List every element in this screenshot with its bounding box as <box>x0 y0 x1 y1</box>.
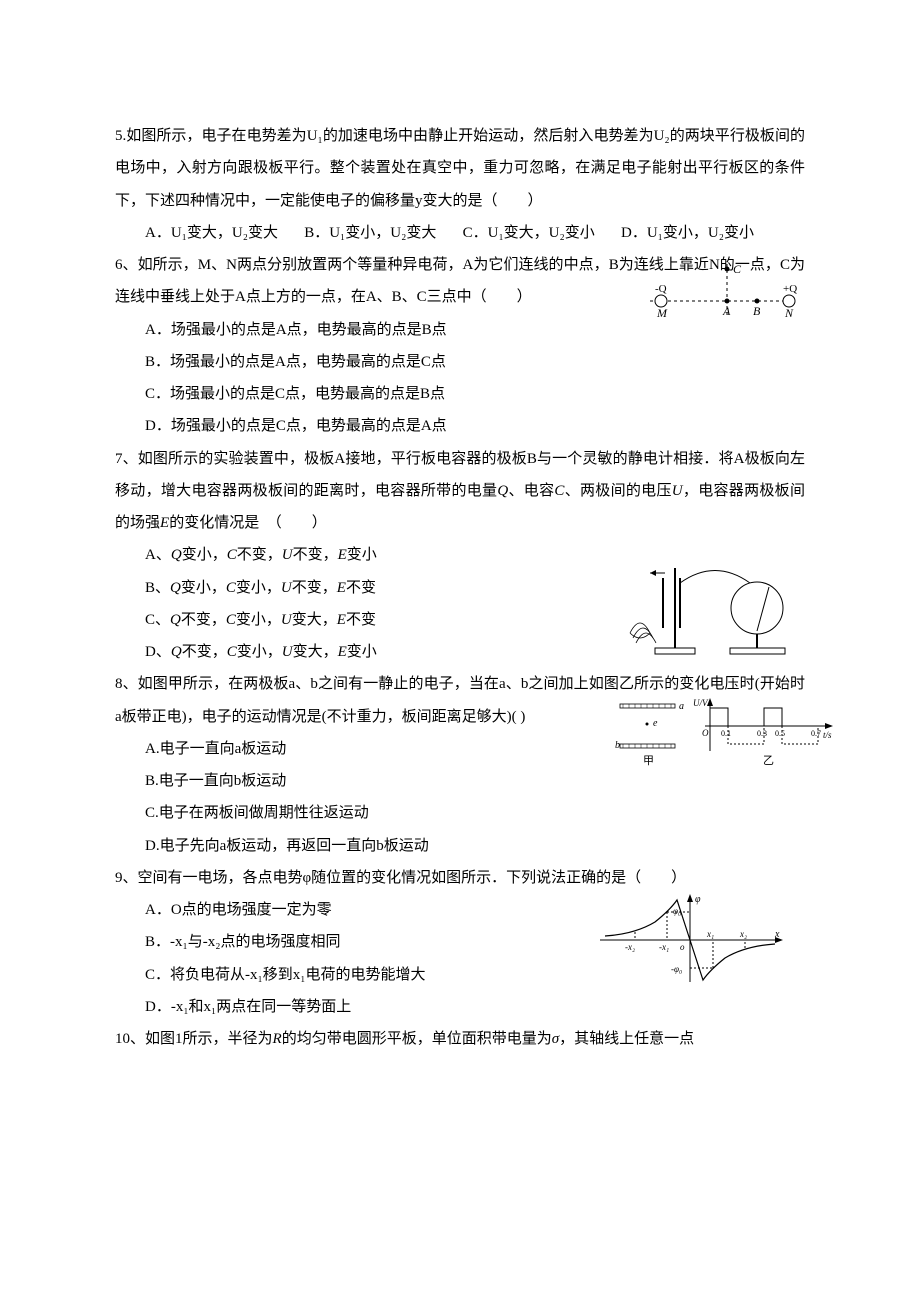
svg-text:0.7: 0.7 <box>811 729 821 738</box>
svg-text:乙: 乙 <box>763 754 774 767</box>
q7-stem: 7、如图所示的实验装置中，极板A接地，平行板电容器的极板B与一个灵敏的静电计相接… <box>115 443 805 540</box>
svg-text:M: M <box>656 306 668 320</box>
svg-text:b: b <box>615 740 620 751</box>
q9-svg: φ x o φ₀ -φ₀ -x₁ -x₂ x₁ x₂ <box>595 892 785 987</box>
q6-optC: C．场强最小的点是C点，电势最高的点是B点 <box>145 378 805 410</box>
svg-text:0.3: 0.3 <box>757 729 767 738</box>
q5-optD: D．U₁变小，U₂变小 <box>621 217 754 249</box>
q5-optC: C．U₁变大，U₂变小 <box>463 217 595 249</box>
svg-text:0.5: 0.5 <box>775 729 785 738</box>
q6-optB: B．场强最小的点是A点，电势最高的点是C点 <box>145 346 805 378</box>
svg-text:0.1: 0.1 <box>721 729 731 738</box>
svg-text:t/s: t/s <box>823 730 832 740</box>
svg-text:C: C <box>733 262 742 276</box>
q6-optD: D．场强最小的点是C点，电势最高的点是A点 <box>145 410 805 442</box>
svg-text:O: O <box>702 728 709 738</box>
svg-text:B: B <box>753 304 761 318</box>
q6-options: A．场强最小的点是A点，电势最高的点是B点 B．场强最小的点是A点，电势最高的点… <box>115 314 805 443</box>
question-6: -Q +Q M N A B C 6、如所示，M、N两点分别放置两个等量种异电荷，… <box>115 249 805 443</box>
svg-text:-x₂: -x₂ <box>625 942 635 952</box>
svg-text:φ: φ <box>695 894 701 905</box>
svg-text:φ₀: φ₀ <box>673 906 681 916</box>
svg-text:A: A <box>722 304 731 318</box>
question-8: a b e 甲 U/V t/s O 0.1 0.3 0.5 0.7 乙 8、如图… <box>115 668 805 862</box>
q5-options: A．U₁变大，U₂变大 B．U₁变小，U₂变大 C．U₁变大，U₂变小 D．U₁… <box>115 217 805 249</box>
q9-figure: φ x o φ₀ -φ₀ -x₁ -x₂ x₁ x₂ <box>595 892 785 987</box>
q8-optD: D.电子先向a板运动，再返回一直向b板运动 <box>145 830 805 862</box>
q6-svg: -Q +Q M N A B C <box>645 259 805 321</box>
q8-svg: a b e 甲 U/V t/s O 0.1 0.3 0.5 0.7 乙 <box>615 696 835 776</box>
q10-stem: 10、如图1所示，半径为R的均匀带电圆形平板，单位面积带电量为σ，其轴线上任意一… <box>115 1023 805 1055</box>
q6-figure: -Q +Q M N A B C <box>645 259 805 321</box>
q9-optD: D．-x₁和x₁两点在同一等势面上 <box>145 991 805 1023</box>
svg-text:N: N <box>784 306 794 320</box>
svg-text:U/V: U/V <box>693 698 709 708</box>
svg-text:-φ₀: -φ₀ <box>671 964 682 974</box>
q7-svg <box>625 553 805 658</box>
q5-stem: 5.如图所示，电子在电势差为U₁的加速电场中由静止开始运动，然后射入电势差为U₂… <box>115 120 805 217</box>
question-7: 7、如图所示的实验装置中，极板A接地，平行板电容器的极板B与一个灵敏的静电计相接… <box>115 443 805 669</box>
svg-text:e: e <box>653 718 658 729</box>
svg-text:甲: 甲 <box>643 755 654 767</box>
question-5: 5.如图所示，电子在电势差为U₁的加速电场中由静止开始运动，然后射入电势差为U₂… <box>115 120 805 249</box>
q5-optA: A．U₁变大，U₂变大 <box>145 217 278 249</box>
svg-text:x₂: x₂ <box>739 929 747 939</box>
svg-text:o: o <box>680 942 685 952</box>
q7-figure <box>625 553 805 658</box>
svg-text:x₁: x₁ <box>706 929 714 939</box>
svg-text:-Q: -Q <box>655 283 667 295</box>
q8-figure: a b e 甲 U/V t/s O 0.1 0.3 0.5 0.7 乙 <box>615 696 835 776</box>
svg-text:x: x <box>774 929 780 940</box>
question-9: φ x o φ₀ -φ₀ -x₁ -x₂ x₁ x₂ 9、空间有一电场，各点电势… <box>115 862 805 1023</box>
svg-text:-x₁: -x₁ <box>659 942 669 952</box>
svg-text:a: a <box>679 701 684 712</box>
q9-stem: 9、空间有一电场，各点电势φ随位置的变化情况如图所示．下列说法正确的是（ ） <box>115 862 805 894</box>
svg-text:+Q: +Q <box>783 283 797 295</box>
q8-optC: C.电子在两板间做周期性往返运动 <box>145 797 805 829</box>
q5-optB: B．U₁变小，U₂变大 <box>304 217 436 249</box>
question-10: 10、如图1所示，半径为R的均匀带电圆形平板，单位面积带电量为σ，其轴线上任意一… <box>115 1023 805 1055</box>
